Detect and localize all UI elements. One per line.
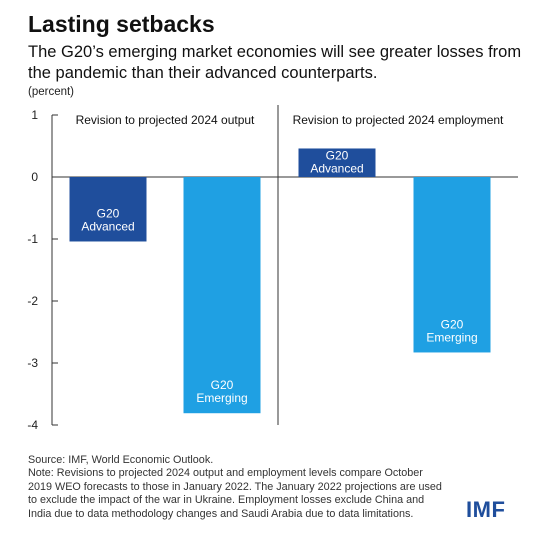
bar-label: Advanced bbox=[81, 219, 134, 233]
y-tick-label: 1 bbox=[31, 108, 38, 122]
chart-title: Lasting setbacks bbox=[28, 11, 215, 37]
panel-title: Revision to projected 2024 employment bbox=[293, 113, 504, 127]
bar-chart: 1 0 -1 -2 -3 -4 Revision to projected 2024 out… bbox=[27, 105, 518, 432]
bar-label: G20 bbox=[97, 206, 120, 220]
bar bbox=[183, 177, 261, 414]
y-tick-label: -1 bbox=[27, 232, 38, 246]
unit-label: (percent) bbox=[28, 86, 75, 98]
bar-label: Advanced bbox=[310, 161, 363, 175]
methodology-note: Note: Revisions to projected 2024 output… bbox=[28, 467, 442, 520]
y-tick-label: 0 bbox=[31, 170, 38, 184]
y-tick-label: -3 bbox=[27, 356, 38, 370]
bar-label: Emerging bbox=[426, 330, 477, 344]
chart-subtitle: The G20’s emerging market economies will… bbox=[28, 43, 522, 82]
y-tick-label: -2 bbox=[27, 294, 38, 308]
y-tick-label: -4 bbox=[27, 418, 38, 432]
footnotes: Source: IMF, World Economic Outlook. Not… bbox=[28, 454, 448, 521]
bar-label: G20 bbox=[211, 378, 234, 392]
panel-title: Revision to projected 2024 output bbox=[76, 113, 255, 127]
source-note: Source: IMF, World Economic Outlook. bbox=[28, 454, 214, 466]
bar-label: G20 bbox=[441, 317, 464, 331]
bar bbox=[69, 177, 147, 242]
bar-label: Emerging bbox=[196, 391, 247, 405]
bar bbox=[413, 177, 491, 353]
bar bbox=[298, 148, 376, 177]
bar-label: G20 bbox=[326, 148, 349, 162]
imf-logo: IMF bbox=[466, 497, 506, 522]
